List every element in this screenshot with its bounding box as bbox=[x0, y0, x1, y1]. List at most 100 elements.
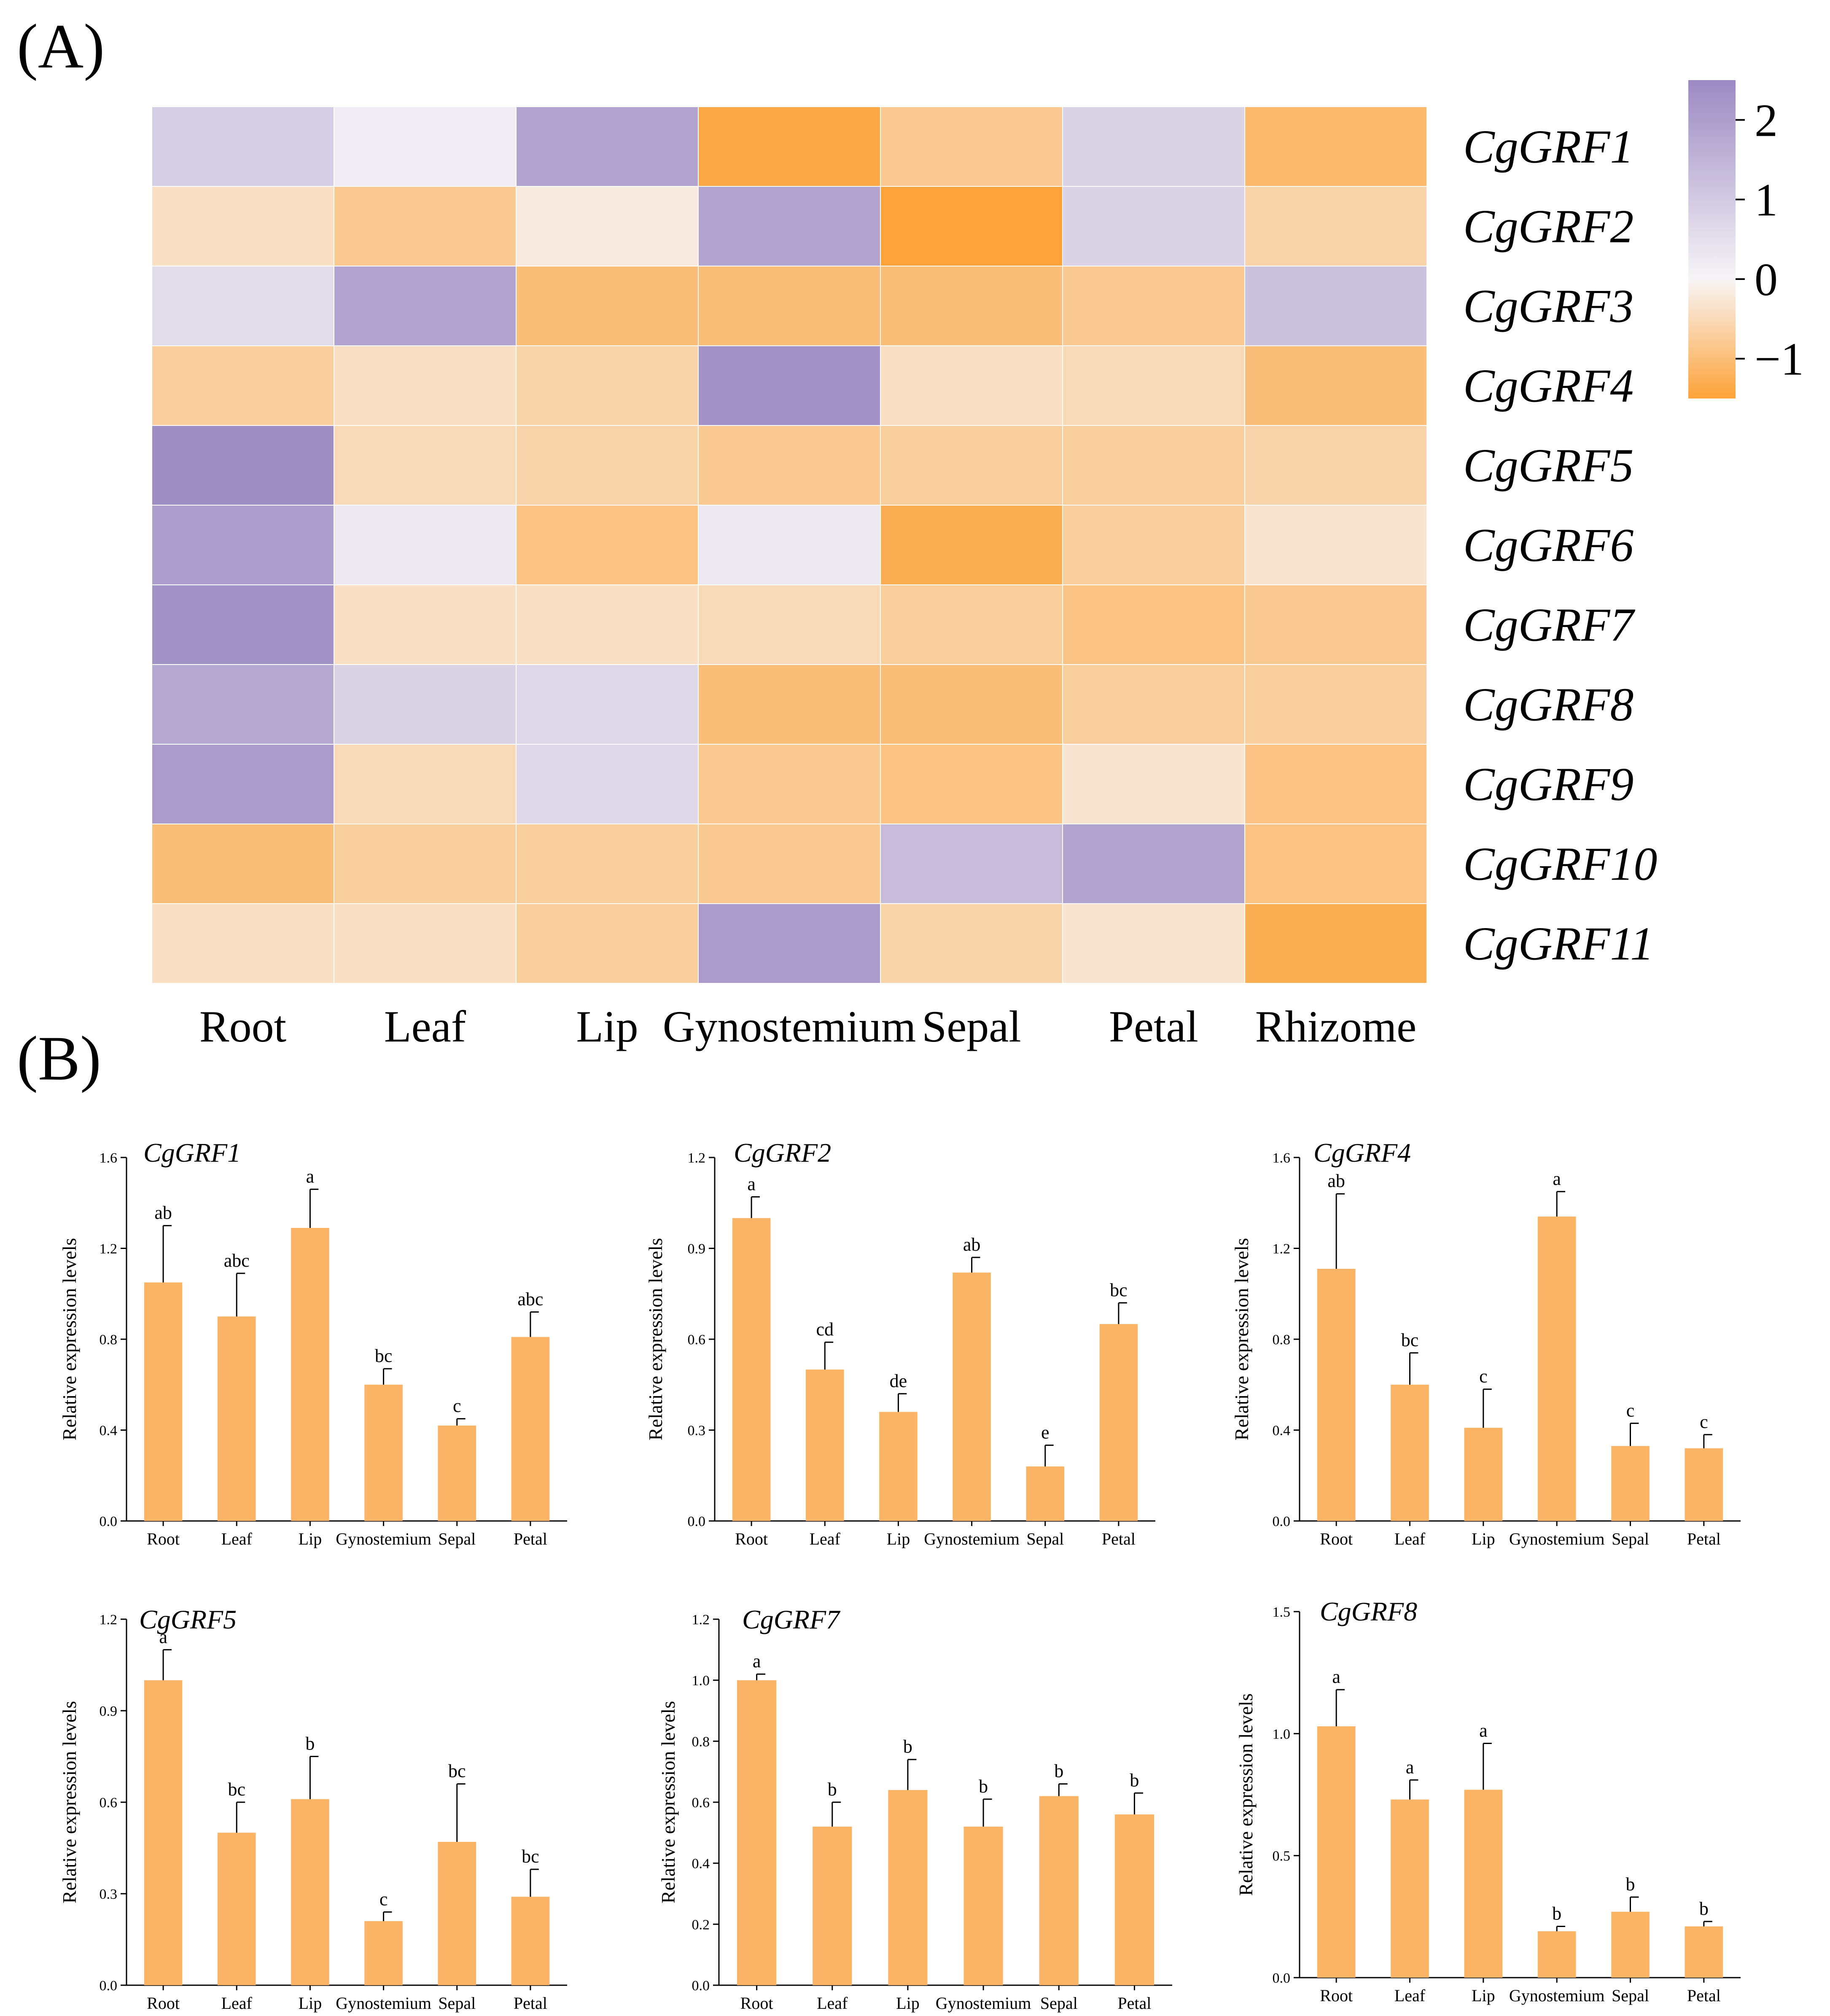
heatmap-cell bbox=[1244, 584, 1427, 665]
x-tick-label: Gynostemium bbox=[1509, 1529, 1605, 1548]
colorbar-tick-label: 0 bbox=[1755, 254, 1778, 305]
y-tick-label: 0.0 bbox=[100, 1978, 118, 1994]
bar-sepal bbox=[438, 1842, 476, 1985]
bar-leaf bbox=[217, 1316, 256, 1521]
heatmap-cell bbox=[334, 505, 517, 585]
heatmap-cell bbox=[151, 186, 334, 266]
x-tick-label: Root bbox=[147, 1529, 180, 1548]
y-tick-label: 0.4 bbox=[100, 1423, 118, 1439]
x-tick-label: Gynostemium bbox=[1509, 1986, 1605, 2005]
heatmap-cell bbox=[1062, 824, 1245, 904]
heatmap-cell bbox=[334, 186, 517, 266]
significance-letter: b bbox=[903, 1736, 912, 1757]
y-tick-label: 1.2 bbox=[692, 1612, 710, 1628]
x-tick-label: Petal bbox=[1687, 1986, 1721, 2005]
x-tick-label: Root bbox=[1320, 1529, 1353, 1548]
heatmap-cell bbox=[1244, 824, 1427, 904]
bar-sepal bbox=[1611, 1911, 1650, 1978]
heatmap-cell bbox=[516, 824, 699, 904]
heatmap-cell bbox=[880, 425, 1063, 506]
column-label-leaf: Leaf bbox=[384, 1002, 466, 1051]
heatmap-cell bbox=[516, 425, 699, 506]
bar-lip bbox=[1464, 1428, 1503, 1521]
bar-lip bbox=[1464, 1790, 1503, 1978]
x-tick-label: Gynostemium bbox=[336, 1529, 431, 1548]
bar-chart-cggrf1: 0.0 0.4 0.8 1.2 1.6 Relative expression level… bbox=[59, 1138, 567, 1548]
heatmap-cell bbox=[334, 345, 517, 426]
chart-title: CgGRF2 bbox=[734, 1138, 831, 1168]
significance-letter: b bbox=[1130, 1770, 1139, 1790]
significance-letter: bc bbox=[228, 1779, 245, 1800]
x-tick-label: Sepal bbox=[438, 1529, 476, 1548]
significance-letter: bc bbox=[448, 1761, 466, 1782]
y-tick-label: 0.0 bbox=[1273, 1970, 1291, 1986]
x-tick-label: Leaf bbox=[817, 1994, 848, 2013]
colorbar-tick-label: −1 bbox=[1755, 334, 1804, 385]
heatmap-cell bbox=[698, 584, 881, 665]
significance-letter: bc bbox=[522, 1846, 539, 1867]
heatmap-cell bbox=[1062, 584, 1245, 665]
heatmap-cell bbox=[1244, 106, 1427, 187]
significance-letter: a bbox=[1406, 1757, 1414, 1777]
x-tick-label: Leaf bbox=[810, 1529, 841, 1548]
chart-title: CgGRF8 bbox=[1320, 1596, 1417, 1626]
significance-letter: abc bbox=[224, 1250, 250, 1271]
heatmap-cell bbox=[516, 744, 699, 824]
heatmap-cell bbox=[334, 664, 517, 745]
y-axis-label: Relative expression levels bbox=[1231, 1238, 1252, 1440]
row-label-cggrf4: CgGRF4 bbox=[1463, 360, 1634, 412]
significance-letter: a bbox=[1332, 1666, 1340, 1687]
bar-gynostemium bbox=[364, 1384, 403, 1521]
x-tick-label: Lip bbox=[1472, 1529, 1495, 1548]
colorbar-gradient bbox=[1688, 80, 1736, 398]
x-tick-label: Gynostemium bbox=[924, 1529, 1020, 1548]
significance-letter: a bbox=[159, 1626, 167, 1647]
row-label-cggrf5: CgGRF5 bbox=[1463, 440, 1634, 492]
row-label-cggrf9: CgGRF9 bbox=[1463, 759, 1634, 811]
heatmap-cell bbox=[1244, 664, 1427, 745]
x-tick-label: Petal bbox=[1102, 1529, 1136, 1548]
bar-leaf bbox=[813, 1826, 852, 1985]
bar-gynostemium bbox=[1537, 1931, 1576, 1978]
y-axis-label: Relative expression levels bbox=[59, 1701, 80, 1903]
bar-root bbox=[144, 1680, 183, 1985]
bar-sepal bbox=[1039, 1796, 1079, 1985]
y-tick-label: 0.9 bbox=[100, 1704, 118, 1719]
heatmap-cell bbox=[880, 106, 1063, 187]
significance-letter: bc bbox=[375, 1346, 393, 1366]
bar-leaf bbox=[217, 1833, 256, 1985]
heatmap-cell bbox=[698, 186, 881, 266]
chart-title: CgGRF5 bbox=[139, 1604, 237, 1634]
x-tick-label: Petal bbox=[1687, 1529, 1721, 1548]
significance-letter: e bbox=[1041, 1422, 1050, 1443]
bar-root bbox=[737, 1680, 777, 1985]
column-label-rhizome: Rhizome bbox=[1255, 1002, 1417, 1051]
bar-chart-cggrf4: 0.0 0.4 0.8 1.2 1.6 Relative expression level… bbox=[1231, 1138, 1741, 1548]
significance-letter: cd bbox=[816, 1319, 834, 1340]
y-tick-label: 0.0 bbox=[688, 1514, 706, 1529]
y-tick-label: 0.0 bbox=[692, 1978, 710, 1994]
heatmap-cell bbox=[334, 584, 517, 665]
significance-letter: bc bbox=[1110, 1280, 1128, 1300]
y-tick-label: 0.5 bbox=[1273, 1849, 1291, 1864]
significance-letter: c bbox=[1479, 1366, 1488, 1387]
x-tick-label: Sepal bbox=[1040, 1994, 1078, 2013]
bar-root bbox=[1317, 1268, 1356, 1521]
heatmap-cell bbox=[698, 505, 881, 585]
bar-leaf bbox=[1391, 1384, 1429, 1521]
x-tick-label: Root bbox=[1320, 1986, 1353, 2005]
heatmap-cell bbox=[1244, 903, 1427, 984]
heatmap-cell bbox=[698, 345, 881, 426]
heatmap-cell bbox=[1244, 186, 1427, 266]
heatmap-cell bbox=[698, 824, 881, 904]
y-tick-label: 1.6 bbox=[1273, 1150, 1291, 1166]
heatmap-cell bbox=[880, 584, 1063, 665]
bar-root bbox=[732, 1218, 771, 1521]
x-tick-label: Lip bbox=[887, 1529, 910, 1548]
row-label-cggrf3: CgGRF3 bbox=[1463, 280, 1634, 333]
y-tick-label: 1.6 bbox=[100, 1150, 118, 1166]
column-label-gynostemium: Gynostemium bbox=[663, 1002, 916, 1051]
bar-lip bbox=[291, 1228, 329, 1521]
heatmap-cell bbox=[516, 186, 699, 266]
bar-chart-cggrf7: 0.0 0.2 0.4 0.6 0.8 1.0 1.2 Relative expression… bbox=[657, 1604, 1172, 2013]
